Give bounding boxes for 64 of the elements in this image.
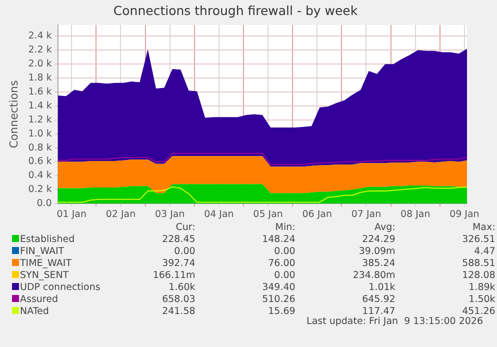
x-tick-label: 09 Jan [450, 208, 480, 220]
text: 15.69 [267, 306, 296, 318]
y-tick-label: 1.8 k [28, 72, 52, 84]
x-tick-label: 01 Jan [56, 208, 87, 220]
y-tick-label: 0.8 k [28, 142, 52, 154]
text: 1.01k [368, 282, 396, 294]
text: 4.47 [473, 246, 496, 258]
text: 588.51 [461, 258, 496, 270]
text: 166.11m [152, 270, 196, 282]
text: 1.89k [468, 282, 496, 294]
y-tick-label: 1.6 k [28, 86, 52, 98]
legend-label: NATed [20, 306, 49, 317]
text: Cur: [174, 222, 196, 234]
text: 148.24 [261, 234, 296, 246]
text: Last update: Fri Jan 9 13:15:00 2026 [306, 316, 483, 327]
text: 0.00 [173, 246, 196, 258]
text: Max: [471, 222, 496, 234]
x-tick-label: 05 Jan [253, 208, 283, 220]
text: 117.47 [362, 306, 396, 317]
y-tick-label: 2.4 k [28, 30, 52, 42]
x-tick-label: 04 Jan [204, 208, 234, 220]
text: 392.74 [161, 258, 196, 270]
y-tick-label: 0.6 k [28, 156, 52, 168]
y-tick-label: 2.2 k [28, 44, 52, 56]
text: 326.51 [461, 234, 496, 246]
legend-label: Established [20, 234, 75, 245]
y-tick-label: 1.4 k [28, 100, 52, 112]
text: 1.50k [468, 294, 496, 306]
text: 1.60k [168, 282, 196, 294]
text: 39.09m [358, 246, 396, 258]
text: 0.00 [273, 246, 296, 258]
legend-label: TIME_WAIT [20, 258, 72, 269]
text: 645.92 [361, 294, 396, 306]
legend-label: FIN_WAIT [20, 246, 64, 257]
text: 76.00 [267, 258, 296, 270]
y-tick-label: 1.2 k [28, 114, 52, 126]
x-tick-label: 07 Jan [351, 208, 382, 220]
text: 0.00 [273, 270, 296, 282]
x-tick-label: 06 Jan [302, 208, 332, 220]
text: 385.24 [361, 258, 396, 270]
text: 228.45 [161, 234, 196, 246]
legend-label: UDP connections [20, 282, 100, 293]
text: 234.80m [352, 270, 396, 282]
text: Avg: [374, 222, 396, 234]
y-tick-label: 1.0 k [28, 128, 52, 140]
text: 128.08 [461, 270, 496, 282]
legend-label: Assured [20, 294, 58, 305]
text: Min: [274, 222, 296, 234]
y-tick-label: 2.0 k [28, 58, 52, 70]
x-tick-label: 02 Jan [106, 208, 136, 220]
text: 451.26 [461, 306, 496, 317]
chart-title: Connections through firewall - by week [113, 2, 358, 18]
y-axis-title: Connections [7, 80, 20, 148]
text: 658.03 [161, 294, 196, 306]
y-tick-label: 0.0 [36, 198, 52, 210]
legend-label: SYN_SENT [20, 270, 69, 281]
y-tick-label: 0.4 k [28, 170, 52, 182]
text: 241.58 [161, 306, 196, 318]
text: 349.40 [261, 282, 296, 294]
text: 224.29 [361, 234, 396, 246]
x-tick-label: 03 Jan [154, 208, 185, 220]
x-tick-label: 08 Jan [400, 208, 430, 220]
y-tick-label: 0.2 k [28, 184, 52, 196]
text: 510.26 [261, 294, 296, 306]
